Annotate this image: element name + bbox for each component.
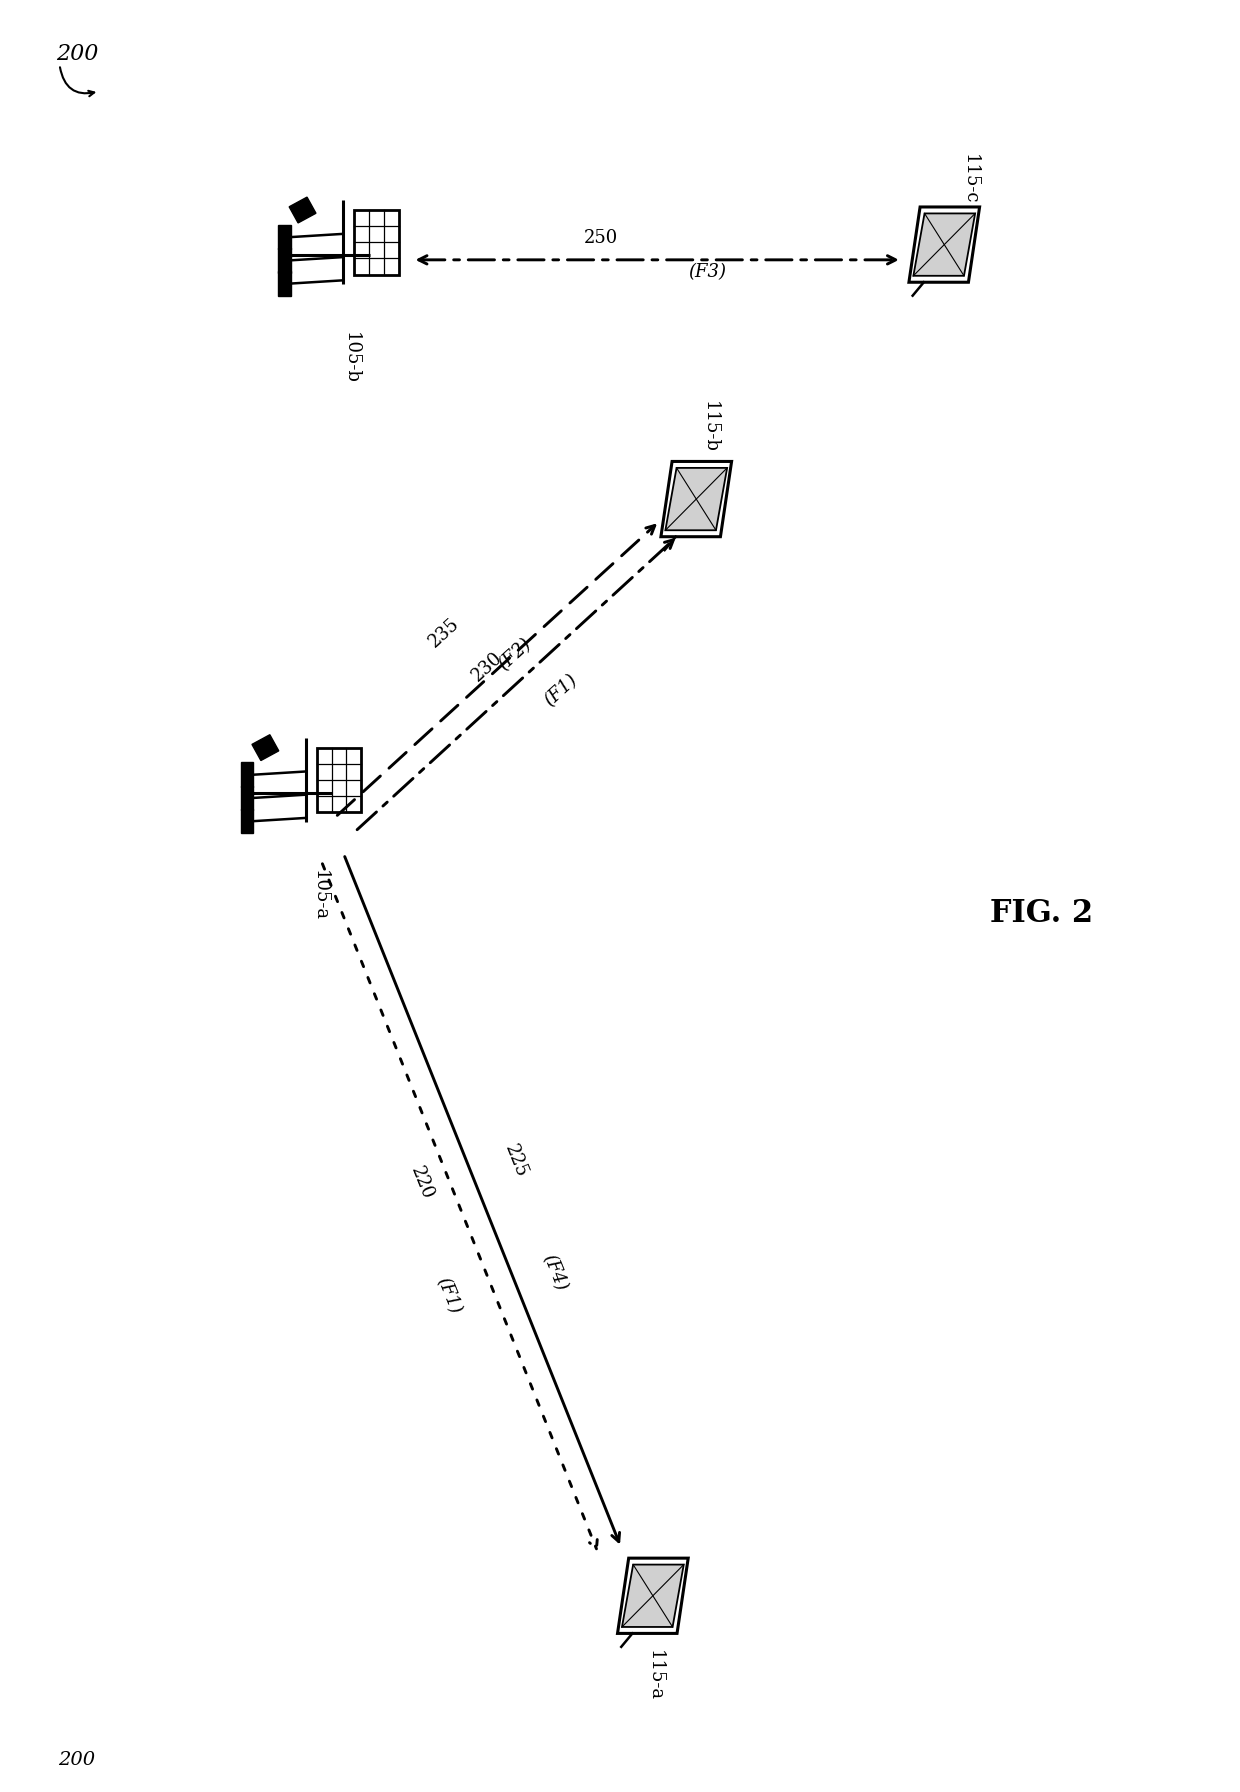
Text: FIG. 2: FIG. 2 (990, 898, 1094, 930)
Polygon shape (914, 213, 975, 276)
Bar (278, 247, 290, 272)
Text: 220: 220 (407, 1163, 436, 1202)
Text: (F3): (F3) (688, 263, 725, 281)
Text: (F1): (F1) (541, 670, 580, 710)
Bar (241, 785, 253, 810)
Bar (241, 808, 253, 833)
Bar (278, 224, 290, 249)
Text: 225: 225 (501, 1142, 531, 1181)
Text: 115-c: 115-c (961, 154, 980, 204)
Polygon shape (289, 197, 316, 222)
Text: 200: 200 (58, 1751, 95, 1769)
Bar (278, 271, 290, 296)
Text: 115-a: 115-a (645, 1650, 663, 1701)
Polygon shape (622, 1564, 683, 1627)
Text: 250: 250 (584, 229, 619, 247)
Text: 235: 235 (425, 615, 463, 650)
Text: 115-b: 115-b (701, 401, 719, 452)
Polygon shape (666, 468, 727, 530)
Text: (F4): (F4) (539, 1251, 569, 1294)
Bar (316, 747, 361, 812)
Text: 200: 200 (56, 43, 98, 65)
Text: (F2): (F2) (495, 634, 534, 674)
Polygon shape (252, 735, 279, 760)
Text: (F1): (F1) (434, 1274, 464, 1317)
Text: 230: 230 (469, 649, 506, 685)
Text: 105-b: 105-b (341, 333, 360, 383)
Bar (241, 762, 253, 787)
Text: 105-a: 105-a (310, 871, 329, 921)
Bar (353, 210, 398, 274)
